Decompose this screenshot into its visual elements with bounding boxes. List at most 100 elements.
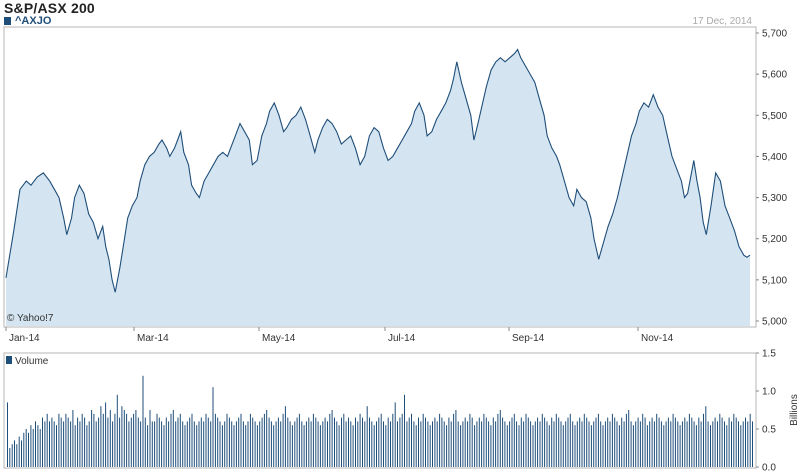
volume-bar	[273, 425, 275, 467]
volume-bar	[355, 417, 356, 467]
volume-bar	[343, 413, 345, 467]
volume-bar	[142, 375, 144, 467]
volume-bar	[11, 444, 13, 467]
volume-bar	[219, 421, 221, 467]
volume-bar	[471, 417, 473, 467]
volume-bar	[203, 421, 205, 467]
price-plot-frame	[3, 26, 757, 328]
volume-bar	[565, 421, 567, 467]
volume-bar	[84, 417, 86, 467]
volume-bar	[593, 421, 595, 467]
volume-bar	[14, 440, 15, 467]
volume-bar	[305, 421, 307, 467]
volume-bar	[191, 413, 193, 467]
volume-bar	[77, 417, 79, 467]
volume-bar	[623, 421, 625, 467]
volume-bar	[455, 410, 457, 467]
volume-bar	[282, 413, 284, 467]
volume-bar	[53, 421, 55, 467]
volume-bar	[37, 425, 39, 467]
volume-bar	[469, 413, 471, 467]
volume-bar	[44, 421, 46, 467]
volume-bar	[168, 421, 170, 467]
volume-bar	[717, 421, 718, 467]
volume-bar	[467, 421, 469, 467]
volume-plot-frame	[3, 352, 757, 469]
volume-bar	[256, 425, 258, 467]
volume-bar	[51, 417, 53, 467]
volume-bar	[630, 421, 632, 467]
volume-bar	[72, 410, 74, 467]
price-x-tick-label: Mar-14	[137, 333, 169, 344]
volume-bar	[249, 413, 251, 467]
volume-bar	[317, 421, 319, 467]
volume-bar	[408, 417, 410, 467]
volume-bar	[100, 406, 102, 467]
volume-bar	[450, 421, 452, 467]
volume-bar	[404, 394, 405, 467]
volume-bar	[548, 425, 550, 467]
volume-bar	[406, 421, 408, 467]
price-x-tick-label: Jul-14	[388, 333, 416, 344]
volume-bar	[112, 421, 114, 467]
volume-bar	[336, 421, 338, 467]
volume-bar	[413, 421, 415, 467]
volume-bar	[287, 417, 289, 467]
volume-bar	[179, 413, 181, 467]
volume-bar	[182, 421, 184, 467]
volume-bar	[58, 413, 60, 467]
volume-bar	[385, 425, 387, 467]
legend-entry: ^AXJO	[4, 15, 51, 27]
price-y-tick-label: 5,400	[762, 152, 787, 163]
volume-bar	[695, 425, 697, 467]
volume-bar	[231, 421, 233, 467]
volume-bar	[401, 413, 403, 467]
volume-bar	[334, 417, 335, 467]
legend-swatch	[4, 17, 11, 25]
volume-bar	[42, 417, 43, 467]
volume-bar	[441, 417, 443, 467]
watermark: © Yahoo!7	[7, 313, 54, 324]
volume-bar	[527, 417, 529, 467]
volume-bar	[642, 413, 644, 467]
volume-bar	[341, 417, 342, 467]
volume-bar	[280, 421, 282, 467]
price-y-tick-label: 5,100	[762, 275, 787, 286]
volume-bar	[390, 421, 391, 467]
volume-bar	[604, 421, 606, 467]
volume-bar	[189, 417, 191, 467]
volume-bar	[392, 413, 394, 467]
volume-bar	[693, 421, 695, 467]
volume-bar	[387, 417, 389, 467]
volume-bar	[546, 421, 548, 467]
volume-bar	[81, 413, 83, 467]
volume-bar	[350, 421, 352, 467]
volume-bar	[581, 421, 583, 467]
volume-legend-swatch	[6, 356, 12, 364]
volume-bar	[105, 402, 107, 467]
volume-bar	[212, 387, 214, 467]
volume-bar	[233, 425, 235, 467]
volume-bar	[298, 413, 300, 467]
volume-bar	[674, 417, 676, 467]
volume-bar	[588, 421, 590, 467]
volume-bar	[572, 421, 574, 467]
volume-bar	[327, 421, 328, 467]
volume-bar	[261, 417, 263, 467]
volume-bar	[214, 413, 216, 467]
volume-bar	[373, 425, 375, 467]
volume-bar	[665, 421, 667, 467]
volume-bar	[383, 421, 384, 467]
volume-bar	[726, 425, 728, 467]
volume-bar	[453, 413, 455, 467]
volume-bar	[600, 421, 602, 467]
volume-bar	[742, 421, 744, 467]
volume-bar	[560, 421, 562, 467]
volume-bar	[579, 417, 581, 467]
volume-bar	[200, 417, 202, 467]
volume-bar	[738, 421, 739, 467]
volume-legend-label: Volume	[15, 356, 49, 367]
volume-bar	[362, 417, 363, 467]
volume-bar	[357, 421, 359, 467]
volume-bar	[667, 417, 669, 467]
